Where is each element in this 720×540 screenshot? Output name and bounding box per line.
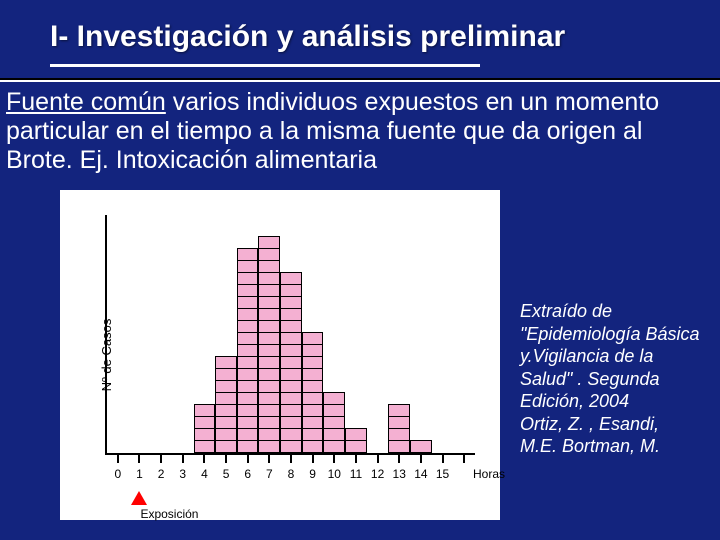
x-tick-label: 8 <box>288 467 295 481</box>
x-tick <box>463 455 465 463</box>
x-tick-label: 1 <box>136 467 143 481</box>
bar-column <box>302 333 324 453</box>
citation: Extraído de "Epidemiología Básica y.Vigi… <box>520 300 700 458</box>
bar-column <box>323 393 345 453</box>
bar-cell <box>215 440 237 453</box>
x-tick-label: 11 <box>350 467 362 481</box>
bar-cell <box>345 440 367 453</box>
x-tick <box>420 455 422 463</box>
citation-line: Extraído de <box>520 301 612 321</box>
x-tick <box>377 455 379 463</box>
bar-cell <box>194 440 216 453</box>
bar-column <box>388 405 410 453</box>
x-tick-label: 15 <box>436 467 449 481</box>
x-tick <box>398 455 400 463</box>
x-tick-label: 10 <box>328 467 341 481</box>
x-tick <box>442 455 444 463</box>
x-tick-label: 5 <box>223 467 230 481</box>
chart-plot-area: Horas 0123456789101112131415Exposición <box>105 215 475 455</box>
x-tick-label: 14 <box>414 467 427 481</box>
x-unit-label: Horas <box>473 467 505 481</box>
bar-cell <box>323 440 345 453</box>
bar-cell <box>410 440 432 453</box>
x-tick-label: 4 <box>201 467 208 481</box>
x-tick <box>225 455 227 463</box>
bar-column <box>215 357 237 453</box>
x-tick <box>290 455 292 463</box>
x-tick-label: 6 <box>244 467 251 481</box>
x-tick-label: 2 <box>158 467 165 481</box>
bar-cell <box>280 440 302 453</box>
x-tick <box>182 455 184 463</box>
bar-cell <box>388 440 410 453</box>
x-tick <box>268 455 270 463</box>
page-title: I- Investigación y análisis preliminar <box>50 20 565 54</box>
bar-column <box>258 237 280 453</box>
x-tick-label: 9 <box>309 467 316 481</box>
exposure-arrow-icon <box>131 491 147 505</box>
bar-column <box>345 429 367 453</box>
x-tick <box>312 455 314 463</box>
x-tick <box>138 455 140 463</box>
bar-column <box>237 249 259 453</box>
x-tick-label: 3 <box>179 467 186 481</box>
bar-cell <box>258 440 280 453</box>
bars-container <box>107 215 475 453</box>
bar-column <box>280 273 302 453</box>
x-tick-label: 13 <box>393 467 406 481</box>
x-tick <box>333 455 335 463</box>
title-divider <box>0 78 720 82</box>
x-tick <box>247 455 249 463</box>
x-tick <box>203 455 205 463</box>
lead-term: Fuente común <box>6 88 166 116</box>
exposure-arrow-label: Exposición <box>140 507 198 521</box>
bar-cell <box>302 440 324 453</box>
x-tick-label: 0 <box>114 467 121 481</box>
slide: I- Investigación y análisis preliminar F… <box>0 0 720 540</box>
citation-line: "Epidemiología Básica y.Vigilancia de la… <box>520 324 700 412</box>
body-paragraph: Fuente común varios individuos expuestos… <box>6 88 714 174</box>
citation-line: Ortiz, Z. , Esandi, M.E. Bortman, M. <box>520 414 660 457</box>
x-tick-label: 7 <box>266 467 273 481</box>
title-underline <box>50 64 480 67</box>
bar-column <box>410 441 432 453</box>
x-tick <box>117 455 119 463</box>
chart-panel: Nº de Casos Horas 0123456789101112131415… <box>60 190 500 520</box>
x-tick <box>160 455 162 463</box>
x-tick <box>355 455 357 463</box>
bar-cell <box>237 440 259 453</box>
bar-column <box>194 405 216 453</box>
x-tick-label: 12 <box>371 467 384 481</box>
